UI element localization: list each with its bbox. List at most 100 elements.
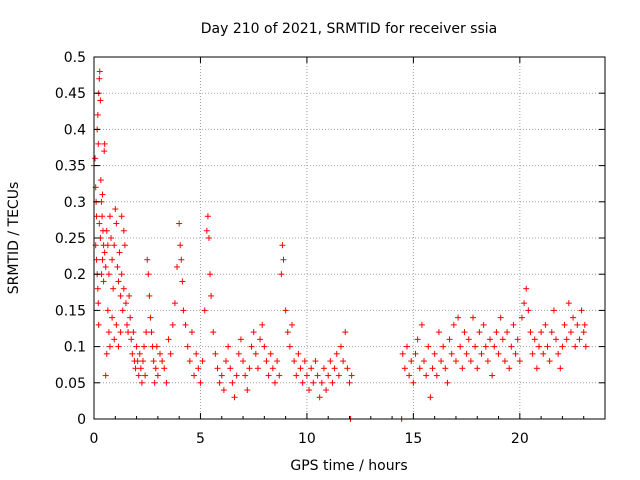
data-point <box>144 256 151 263</box>
data-point <box>269 365 276 372</box>
data-point <box>103 350 110 357</box>
data-point <box>529 350 536 357</box>
data-point <box>516 358 523 365</box>
data-point <box>92 155 99 162</box>
data-point <box>246 365 253 372</box>
data-point <box>501 358 508 365</box>
data-point <box>182 321 189 328</box>
y-tick-label: 0.05 <box>55 376 86 392</box>
data-point <box>163 379 170 386</box>
data-point <box>340 358 347 365</box>
data-point <box>289 321 296 328</box>
data-point <box>308 365 315 372</box>
data-point <box>320 365 327 372</box>
data-point <box>178 256 185 263</box>
x-axis-ticks: 0 5 10 15 20 <box>90 57 585 447</box>
data-point <box>331 365 338 372</box>
data-point <box>143 329 150 336</box>
data-point <box>93 256 100 263</box>
data-point <box>171 300 178 307</box>
data-point <box>570 314 577 321</box>
data-point <box>95 321 102 328</box>
data-point <box>271 379 278 386</box>
y-axis-label: SRMTID / TECUs <box>6 182 22 295</box>
data-point <box>527 329 534 336</box>
y-tick-label: 0.5 <box>64 50 86 66</box>
data-point <box>267 350 274 357</box>
data-point <box>121 242 128 249</box>
data-point <box>237 336 244 343</box>
data-point <box>440 343 447 350</box>
data-point <box>472 343 479 350</box>
data-point <box>474 365 481 372</box>
data-point <box>95 140 102 147</box>
data-point <box>301 358 308 365</box>
x-tick-label: 15 <box>404 431 422 447</box>
data-point <box>118 213 125 220</box>
data-point <box>416 365 423 372</box>
data-point <box>452 358 459 365</box>
data-point <box>101 249 108 256</box>
data-point <box>314 372 321 379</box>
data-point <box>113 321 120 328</box>
data-point <box>220 387 227 394</box>
data-point <box>310 379 317 386</box>
data-point <box>120 227 127 234</box>
data-point <box>497 314 504 321</box>
data-point <box>438 358 445 365</box>
data-point <box>125 329 132 336</box>
data-point <box>446 336 453 343</box>
data-point <box>126 292 133 299</box>
data-point <box>105 271 112 278</box>
data-point <box>295 350 302 357</box>
data-point <box>184 343 191 350</box>
data-point <box>461 329 468 336</box>
data-point <box>109 314 116 321</box>
data-point <box>544 343 551 350</box>
x-tick-label: 0 <box>90 431 99 447</box>
data-point <box>499 336 506 343</box>
data-point <box>412 350 419 357</box>
data-point <box>225 343 232 350</box>
data-point <box>557 365 564 372</box>
data-point <box>99 191 106 198</box>
data-point <box>555 350 562 357</box>
data-point <box>546 358 553 365</box>
data-point <box>316 394 323 401</box>
data-point <box>141 343 148 350</box>
data-point <box>111 242 118 249</box>
data-point <box>278 271 285 278</box>
data-point <box>265 372 272 379</box>
data-point <box>94 111 101 118</box>
data-point <box>299 379 306 386</box>
y-tick-label: 0.3 <box>64 195 86 211</box>
data-point <box>101 140 108 147</box>
data-point <box>418 321 425 328</box>
data-point <box>114 263 121 270</box>
data-point <box>96 68 103 75</box>
data-point <box>465 336 472 343</box>
data-point <box>408 358 415 365</box>
data-point <box>132 365 139 372</box>
data-point <box>344 365 351 372</box>
data-point <box>572 343 579 350</box>
data-point <box>574 321 581 328</box>
data-point <box>508 343 515 350</box>
data-point <box>186 358 193 365</box>
data-point <box>261 343 268 350</box>
data-point <box>151 379 158 386</box>
data-point <box>252 350 259 357</box>
data-point <box>580 329 587 336</box>
chart-title: Day 210 of 2021, SRMTID for receiver ssi… <box>201 21 497 37</box>
data-point <box>493 329 500 336</box>
data-point <box>197 379 204 386</box>
data-point <box>512 350 519 357</box>
data-point <box>104 242 111 249</box>
data-point <box>559 343 566 350</box>
data-point <box>154 372 161 379</box>
data-point <box>136 350 143 357</box>
data-point <box>325 372 332 379</box>
data-point <box>161 365 168 372</box>
